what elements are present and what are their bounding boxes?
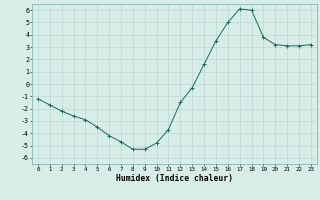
X-axis label: Humidex (Indice chaleur): Humidex (Indice chaleur) [116,174,233,183]
